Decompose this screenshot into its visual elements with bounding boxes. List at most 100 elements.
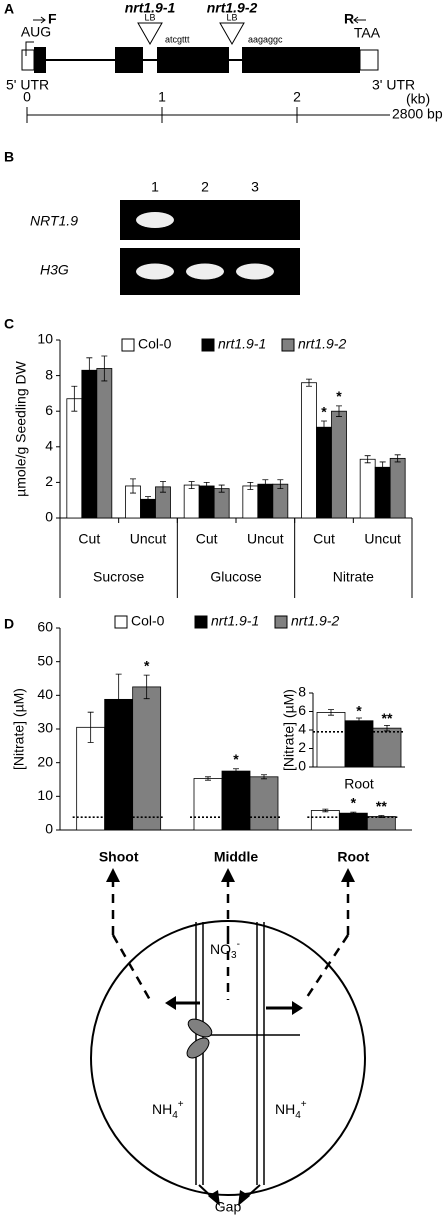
x-tick-label: Cut — [196, 531, 218, 547]
error-bar — [321, 420, 327, 434]
bar — [66, 398, 83, 519]
error-bar — [384, 724, 390, 732]
y-tick-label: 30 — [37, 720, 53, 736]
y-tick-label: 6 — [298, 702, 306, 718]
bar — [221, 770, 251, 831]
insertion-triangle — [137, 22, 245, 46]
band — [236, 263, 274, 280]
bar — [372, 727, 402, 768]
bar — [331, 410, 347, 519]
legend-label: Col-0 — [131, 613, 165, 629]
error-bar — [262, 479, 269, 490]
bar — [366, 816, 396, 831]
group-label: Glucose — [210, 569, 262, 585]
significance: * — [321, 403, 327, 419]
ion-sup: - — [237, 939, 240, 950]
legend-label: nrt1.9-2 — [298, 336, 346, 352]
bar — [344, 720, 374, 768]
error-bar — [261, 774, 267, 780]
legend-swatch — [281, 338, 295, 352]
exon — [115, 47, 143, 73]
x-tick-label: Cut — [313, 531, 335, 547]
insertion-name: nrt1.9-2 — [207, 0, 258, 16]
group-label: Sucrose — [93, 569, 145, 585]
bar — [96, 368, 113, 519]
error-bar — [350, 811, 357, 815]
bar — [272, 483, 289, 519]
ion-sup: + — [178, 1099, 184, 1110]
scale-label: 2 — [293, 89, 301, 105]
insertion-name: nrt1.9-1 — [125, 0, 176, 16]
y-tick-label: 8 — [298, 684, 306, 700]
primer-label: R — [344, 11, 354, 27]
gene-label: NRT1.9 — [30, 213, 78, 229]
legend-swatch — [201, 338, 215, 352]
y-tick-label: 6 — [45, 402, 53, 418]
legend-swatch — [121, 338, 135, 352]
exon — [34, 47, 46, 73]
error-bar — [336, 405, 342, 417]
group-label: Nitrate — [333, 569, 374, 585]
sequence: atcgttt — [165, 34, 190, 44]
error-bar — [328, 709, 334, 716]
y-tick-label: 2 — [298, 739, 306, 755]
legend-label: nrt1.9-2 — [291, 613, 339, 629]
error-bar — [143, 674, 150, 700]
legend-swatch — [274, 615, 288, 629]
scale-length: 2800 bp — [392, 106, 443, 122]
error-bar — [322, 808, 329, 813]
x-tick-label: Root — [337, 849, 369, 865]
legend-label: nrt1.9-1 — [218, 336, 266, 352]
error-bar — [205, 776, 211, 781]
y-tick-label: 4 — [298, 721, 306, 737]
significance: ** — [376, 798, 387, 814]
significance: * — [351, 794, 357, 810]
leaf — [187, 1018, 213, 1038]
y-tick-label: 60 — [37, 619, 53, 635]
ion: NO — [210, 941, 231, 957]
utr-box — [359, 49, 379, 71]
y-tick-label: 10 — [37, 331, 53, 347]
scale-label: 0 — [23, 89, 31, 105]
y-tick-label: 50 — [37, 652, 53, 668]
significance: * — [144, 657, 150, 673]
error-bar — [203, 482, 210, 490]
gene-map: A nrt1.9-1 nrt1.9-2 LB LB atcgttt aagagg… — [4, 0, 443, 123]
band — [136, 212, 174, 228]
error-bar — [364, 455, 371, 464]
bar — [316, 712, 346, 768]
lane-label: 3 — [251, 179, 259, 195]
ion-sub: 3 — [231, 950, 237, 961]
error-bar — [130, 478, 136, 494]
significance: * — [336, 388, 342, 404]
y-tick-label: 40 — [37, 686, 53, 702]
error-bar — [233, 768, 239, 774]
ion-label: NH4+ — [152, 1099, 184, 1121]
error-bar — [218, 484, 225, 493]
error-bar — [160, 481, 166, 493]
y-axis-label: [Nitrate] (µM) — [11, 688, 27, 770]
scale-label: 1 — [158, 89, 166, 105]
x-tick-label: Root — [344, 776, 374, 792]
y-tick-label: 10 — [37, 787, 53, 803]
significance: * — [233, 751, 239, 767]
codon-label: TAA — [354, 25, 381, 41]
leaf — [186, 1037, 210, 1059]
bar — [301, 382, 317, 519]
y-tick-label: 20 — [37, 753, 53, 769]
y-tick-label: 4 — [45, 438, 53, 454]
error-bar — [394, 454, 401, 463]
bar — [249, 776, 279, 831]
y-tick-label: 2 — [45, 473, 53, 489]
exon — [242, 47, 360, 73]
legend-label: nrt1.9-1 — [211, 613, 259, 629]
ion: NH — [152, 1101, 172, 1117]
ion-sub: 4 — [172, 1110, 178, 1121]
ion-label: NH4+ — [275, 1099, 307, 1121]
scale-bar — [26, 107, 390, 123]
bar — [213, 488, 230, 519]
bar — [257, 483, 274, 519]
x-tick-label: Cut — [78, 531, 100, 547]
y-axis-label: [Nitrate] (µM) — [281, 689, 297, 771]
